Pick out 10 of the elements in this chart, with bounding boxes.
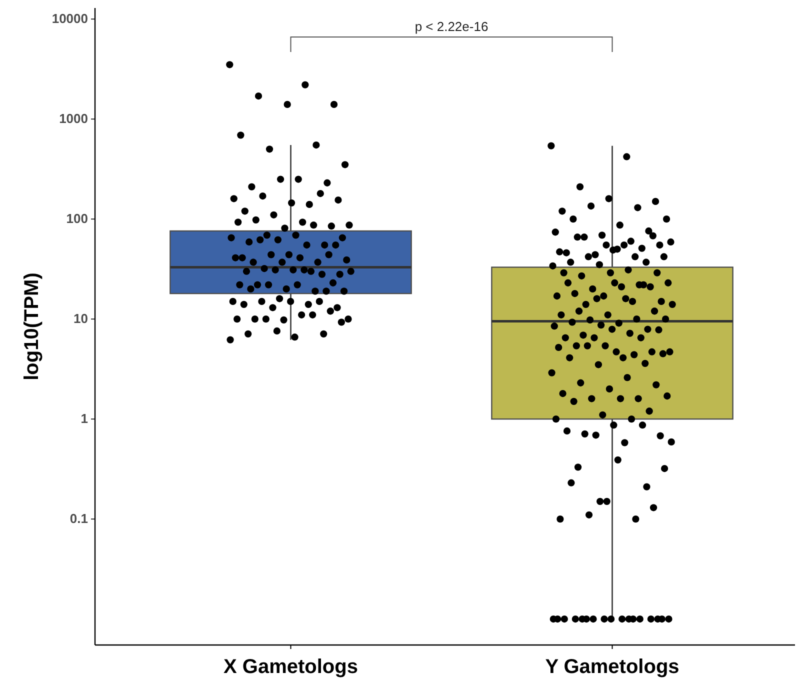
y-tick-label: 10000 xyxy=(52,11,88,26)
x-tick-label: Y Gametologs xyxy=(545,656,680,678)
y-tick-label: 1 xyxy=(80,411,88,426)
y-axis-title: log10(TPM) xyxy=(21,272,43,380)
y-tick-label: 1000 xyxy=(59,111,88,126)
y-tick-label: 100 xyxy=(66,211,88,226)
annotation: p < 2.22e-16 xyxy=(414,19,488,34)
y-tick-label: 0.1 xyxy=(70,511,88,526)
y-tick-label: 10 xyxy=(74,311,88,326)
x-tick-label: X Gametologs xyxy=(224,656,358,678)
